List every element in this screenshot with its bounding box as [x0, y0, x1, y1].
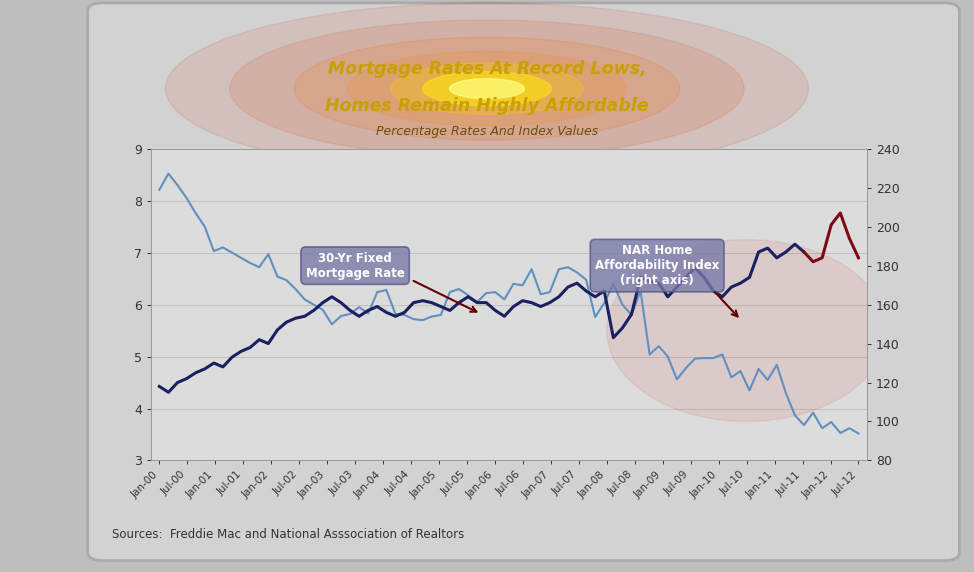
- Ellipse shape: [607, 240, 886, 422]
- Text: Mortgage Rates At Record Lows,: Mortgage Rates At Record Lows,: [327, 59, 647, 78]
- Ellipse shape: [391, 63, 583, 114]
- Ellipse shape: [449, 79, 525, 99]
- Ellipse shape: [166, 3, 808, 174]
- Text: 30-Yr Fixed
Mortgage Rate: 30-Yr Fixed Mortgage Rate: [306, 252, 404, 280]
- Text: Percentage Rates And Index Values: Percentage Rates And Index Values: [376, 125, 598, 138]
- Ellipse shape: [423, 72, 551, 106]
- FancyBboxPatch shape: [88, 3, 959, 561]
- Ellipse shape: [230, 20, 744, 157]
- Ellipse shape: [348, 51, 626, 126]
- Text: Homes Remain Highly Affordable: Homes Remain Highly Affordable: [325, 97, 649, 115]
- Text: Sources:  Freddie Mac and National Asssociation of Realtors: Sources: Freddie Mac and National Asssoc…: [112, 529, 465, 541]
- Text: NAR Home
Affordability Index
(right axis): NAR Home Affordability Index (right axis…: [595, 244, 720, 287]
- Ellipse shape: [294, 37, 680, 140]
